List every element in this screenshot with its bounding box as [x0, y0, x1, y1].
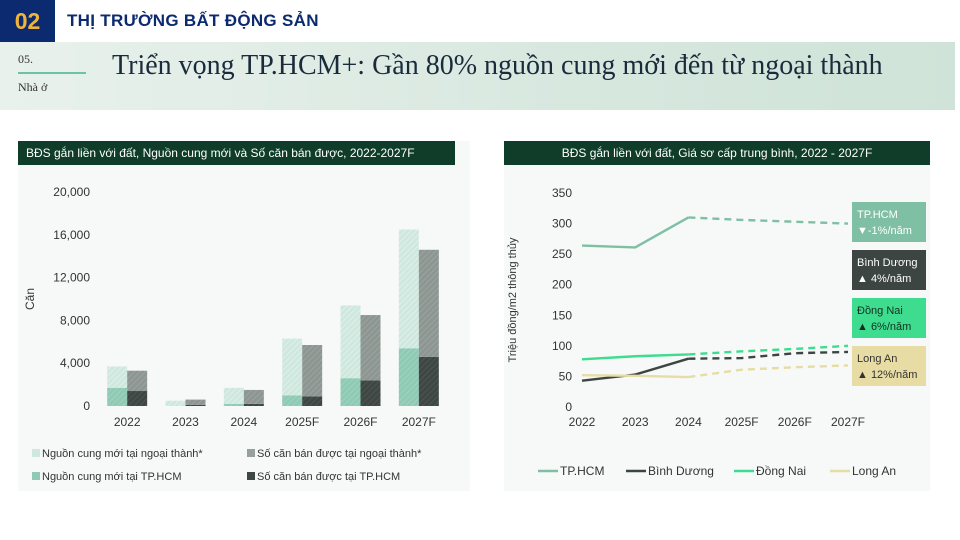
y-tick-label: 4,000	[60, 356, 90, 370]
legend-swatch	[32, 449, 40, 457]
growth-annotation-rate: ▲ 6%/năm	[857, 321, 911, 333]
series-line-forecast	[688, 364, 849, 379]
banner-divider	[18, 72, 86, 74]
y-tick-label: 20,000	[53, 185, 90, 199]
bar	[360, 315, 381, 381]
bar	[185, 404, 206, 406]
line-chart-title: BĐS gắn liền với đất, Giá sơ cấp trung b…	[504, 141, 930, 165]
y-tick-label: 12,000	[53, 271, 90, 285]
bar	[398, 229, 419, 349]
x-tick-label: 2027F	[831, 415, 865, 429]
legend-swatch	[247, 449, 255, 457]
page-title: Triển vọng TP.HCM+: Gần 80% nguồn cung m…	[112, 50, 883, 81]
top-bar: 02 THỊ TRƯỜNG BẤT ĐỘNG SẢN	[0, 0, 960, 42]
bar	[340, 378, 361, 406]
bar	[243, 389, 264, 404]
growth-annotation-rate: ▲ 4%/năm	[857, 273, 911, 285]
series-line-actual	[581, 216, 689, 249]
legend-swatch	[247, 472, 255, 480]
bar	[223, 387, 244, 404]
x-tick-label: 2026F	[343, 415, 377, 429]
y-tick-label: 50	[559, 369, 573, 383]
series-line-forecast	[688, 350, 849, 360]
y-tick-label: 0	[83, 399, 90, 413]
y-tick-label: 250	[552, 247, 572, 261]
line-chart: 0 50 100 150 200 250 300 350 Triệu đồng/m2 thông…	[507, 186, 926, 478]
growth-annotation-name: Đồng Nai	[857, 305, 903, 317]
bar	[282, 395, 303, 406]
y-tick-label: 16,000	[53, 228, 90, 242]
x-tick-label: 2025F	[725, 415, 759, 429]
y-tick-label: 300	[552, 217, 572, 231]
bar-chart-title: BĐS gắn liền với đất, Nguồn cung mới và …	[18, 141, 455, 165]
growth-annotation-name: Long An	[857, 353, 897, 365]
y-tick-label: 0	[565, 400, 572, 414]
growth-annotation-box	[852, 250, 926, 290]
bar	[398, 348, 419, 406]
bar	[360, 380, 381, 406]
y-tick-label: 8,000	[60, 313, 90, 327]
section-title: THỊ TRƯỜNG BẤT ĐỘNG SẢN	[67, 11, 319, 30]
legend-label: Bình Dương	[648, 464, 714, 478]
y-tick-label: 200	[552, 278, 572, 292]
series-line-actual	[581, 353, 689, 361]
banner-subtitle: Nhà ở	[18, 80, 48, 94]
bar	[418, 249, 439, 357]
x-tick-label: 2026F	[778, 415, 812, 429]
bar	[185, 399, 206, 405]
bar-chart: 0 4,000 8,000 12,000 16,000 20,000 Căn 2022 2023…	[23, 185, 439, 483]
legend-label: Đồng Nai	[756, 464, 806, 478]
y-tick-label: 100	[552, 339, 572, 353]
growth-annotation-rate: ▼-1%/năm	[857, 225, 912, 237]
legend-label: Số căn bán được tại ngoại thành*	[257, 448, 422, 460]
legend-label: Long An	[852, 464, 896, 478]
growth-annotation-box	[852, 298, 926, 338]
bar	[340, 305, 361, 379]
growth-annotation-name: Bình Dương	[857, 257, 917, 269]
legend-label: TP.HCM	[560, 464, 604, 478]
bar	[127, 370, 148, 392]
legend-swatch	[32, 472, 40, 480]
title-banner: 05. Nhà ở Triển vọng TP.HCM+: Gần 80% ng…	[0, 42, 955, 110]
section-number: 02	[0, 0, 55, 42]
bar	[282, 338, 303, 396]
bar	[418, 356, 439, 406]
x-tick-label: 2024	[675, 415, 702, 429]
growth-annotation-box	[852, 202, 926, 242]
series-line-actual	[581, 374, 689, 379]
banner-number: 05.	[18, 52, 33, 66]
y-tick-label: 350	[552, 186, 572, 200]
x-tick-label: 2023	[172, 415, 199, 429]
bar-chart-panel: BĐS gắn liền với đất, Nguồn cung mới và …	[18, 141, 470, 491]
growth-annotation-box	[852, 346, 926, 386]
bar	[302, 396, 323, 406]
growth-annotation-rate: ▲ 12%/năm	[857, 369, 917, 381]
y-tick-label: 150	[552, 308, 572, 322]
y-axis-label: Triệu đồng/m2 thông thủy	[507, 237, 519, 362]
x-tick-label: 2025F	[285, 415, 319, 429]
bar	[223, 403, 244, 406]
x-tick-label: 2024	[230, 415, 257, 429]
legend-label: Số căn bán được tại TP.HCM	[257, 471, 400, 483]
bar	[165, 400, 186, 406]
legend-label: Nguồn cung mới tại ngoại thành*	[42, 448, 203, 460]
y-axis-label: Căn	[23, 288, 37, 310]
growth-annotation-name: TP.HCM	[857, 209, 898, 221]
bar	[107, 366, 128, 388]
bar	[107, 387, 128, 406]
legend-label: Nguồn cung mới tại TP.HCM	[42, 471, 181, 483]
series-line-forecast	[688, 344, 849, 356]
series-line-forecast	[688, 216, 849, 225]
bar	[127, 391, 148, 406]
bar	[302, 345, 323, 397]
x-tick-label: 2022	[569, 415, 596, 429]
x-tick-label: 2027F	[402, 415, 436, 429]
line-chart-panel: BĐS gắn liền với đất, Giá sơ cấp trung b…	[504, 141, 930, 491]
x-tick-label: 2022	[114, 415, 141, 429]
x-tick-label: 2023	[622, 415, 649, 429]
bar	[243, 403, 264, 406]
